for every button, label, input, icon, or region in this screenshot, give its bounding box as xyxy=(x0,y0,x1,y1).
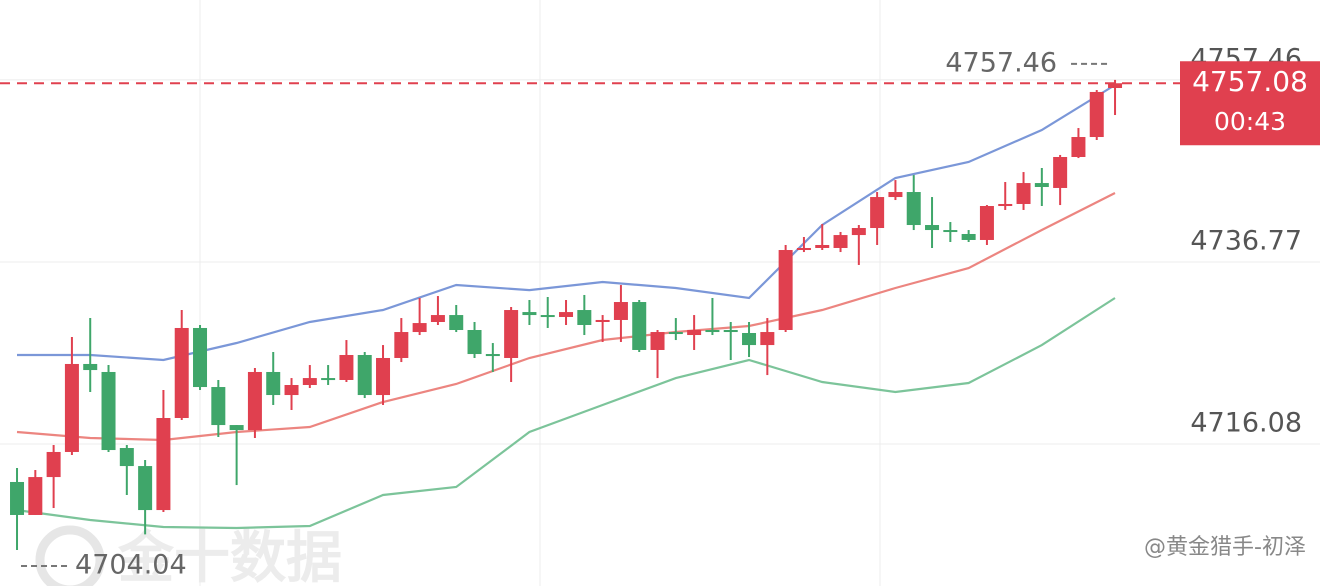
candle-body xyxy=(595,319,610,322)
candle-body xyxy=(613,302,628,320)
candle-body xyxy=(760,332,775,346)
candle-body xyxy=(376,357,391,396)
candle-body xyxy=(888,192,903,198)
candle-body xyxy=(138,466,153,511)
candle-body xyxy=(174,327,189,419)
band-line xyxy=(16,297,1116,530)
candle-body xyxy=(119,448,134,467)
candle-body xyxy=(302,378,317,386)
candle-body xyxy=(668,332,683,335)
candle-body xyxy=(961,233,976,240)
y-tick-label: 4716.08 xyxy=(1190,408,1302,439)
candle-body xyxy=(10,481,25,515)
candle-body xyxy=(943,230,958,233)
candle-body xyxy=(742,332,757,346)
candle-body xyxy=(467,330,482,355)
candle-body xyxy=(28,477,43,515)
credit: @黄金猎手-初泽 xyxy=(1144,535,1306,560)
candle-body xyxy=(687,330,702,336)
candle-body xyxy=(156,418,171,511)
candle-body xyxy=(632,302,647,350)
candle-body xyxy=(46,451,61,478)
candle-body xyxy=(357,354,372,396)
candle-body xyxy=(504,310,519,358)
watermark-text: 金十数据 xyxy=(117,526,342,586)
candle-body xyxy=(1089,91,1104,138)
candle-body xyxy=(1034,183,1049,188)
candle-body xyxy=(339,354,354,380)
candle-body xyxy=(412,323,427,333)
y-tick-label: 4736.77 xyxy=(1190,225,1302,256)
candle-body xyxy=(778,250,793,331)
candle-body xyxy=(211,387,226,426)
candle-body xyxy=(906,192,921,226)
candle-body xyxy=(1053,156,1068,188)
last-price-label: 4757.08 xyxy=(1192,65,1308,98)
candle-body xyxy=(1016,183,1031,204)
candle-body xyxy=(979,206,994,240)
candle-body xyxy=(925,225,940,231)
candle-body xyxy=(870,197,885,229)
candle-body xyxy=(83,363,98,371)
high-label: 4757.46 xyxy=(945,47,1057,78)
candle-body xyxy=(1071,137,1086,157)
candle-body xyxy=(394,332,409,358)
candle-body xyxy=(1108,83,1123,89)
candle-body xyxy=(284,385,299,396)
candle-body xyxy=(101,371,116,451)
watermark-logo xyxy=(35,525,105,586)
candle-body xyxy=(723,330,738,333)
candle-body xyxy=(851,228,866,236)
candle-body xyxy=(247,371,262,431)
candle-body xyxy=(64,363,79,452)
candle-body xyxy=(650,332,665,350)
candle-body xyxy=(266,371,281,396)
candle-body xyxy=(449,315,464,331)
candle-body xyxy=(705,330,720,333)
candle-body xyxy=(321,378,336,381)
candle-body xyxy=(559,312,574,317)
candle-body xyxy=(193,327,208,388)
candle-body xyxy=(577,310,592,325)
candle-body xyxy=(485,354,500,357)
candle-body xyxy=(229,425,244,431)
candle-body xyxy=(540,315,555,318)
band-line xyxy=(16,192,1116,442)
last-price-box xyxy=(1180,61,1320,146)
candle-body xyxy=(833,235,848,248)
watermark: 金十数据 xyxy=(35,525,342,586)
countdown: 00:43 xyxy=(1214,107,1286,136)
candle-body xyxy=(430,315,445,322)
candle-body xyxy=(522,312,537,316)
candle-body xyxy=(796,247,811,251)
low-label: 4704.04 xyxy=(75,550,187,581)
candle-body xyxy=(815,244,830,248)
candle-body xyxy=(998,203,1013,207)
